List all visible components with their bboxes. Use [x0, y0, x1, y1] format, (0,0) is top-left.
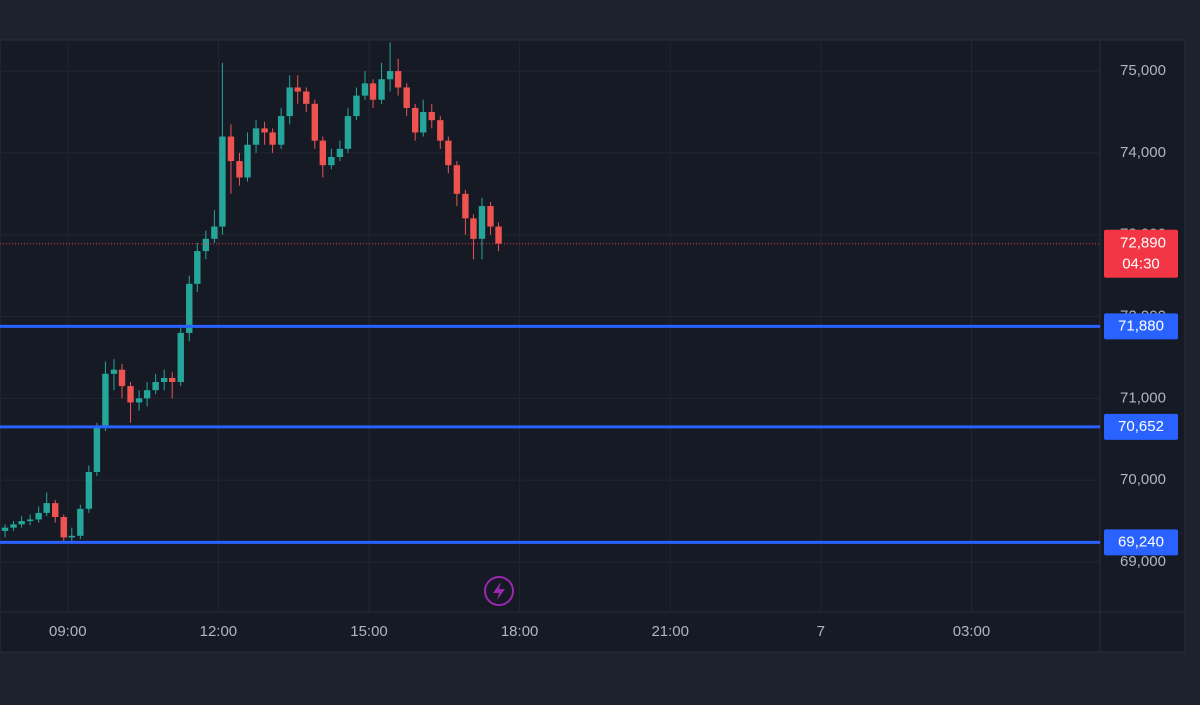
candle-body	[353, 95, 360, 117]
candle-body	[286, 87, 293, 117]
horizontal-line-box	[1104, 313, 1178, 340]
candle-body	[303, 91, 310, 104]
horizontal-line-label: 70,652	[1118, 418, 1164, 435]
candle-body	[102, 373, 109, 427]
y-tick-label: 74,000	[1120, 144, 1166, 161]
x-tick-label: 21:00	[651, 623, 689, 640]
candle-body	[68, 535, 75, 538]
candle-body	[361, 83, 369, 96]
horizontal-line-box	[1104, 413, 1178, 440]
candle-body	[386, 71, 394, 80]
event-icon[interactable]	[484, 576, 514, 606]
chart-panel	[0, 39, 1186, 653]
candle-body	[269, 132, 276, 145]
candle-body	[135, 398, 143, 403]
candle-body	[403, 87, 410, 108]
candle-body	[478, 206, 486, 239]
candle-body	[227, 136, 235, 162]
candle-body	[244, 144, 251, 178]
candle-body	[445, 140, 452, 166]
candle-body	[437, 120, 444, 141]
candle-body	[369, 83, 377, 100]
countdown-label: 04:30	[1122, 256, 1160, 273]
candle-body	[336, 148, 344, 157]
candle-body	[143, 390, 151, 399]
candle-body	[252, 128, 260, 145]
candle-body	[202, 238, 210, 252]
candle-body	[344, 116, 352, 149]
candle-body	[1, 527, 9, 531]
marks	[0, 42, 1100, 544]
candle-body	[127, 386, 134, 403]
candle-body	[311, 103, 318, 141]
candle-body	[470, 218, 477, 239]
candle-body	[52, 503, 59, 517]
x-tick-label: 12:00	[200, 623, 238, 640]
candle-body	[319, 140, 327, 166]
labels: 72,890 04:30 71,880 70,652 69,240	[1104, 229, 1178, 556]
candle-body	[378, 79, 385, 100]
candle-body	[219, 136, 226, 227]
y-tick-label: 69,000	[1120, 553, 1166, 570]
candle-body	[177, 332, 184, 382]
event-icon-bolt[interactable]	[493, 582, 505, 600]
candle-body	[160, 377, 168, 382]
event-icon-circle[interactable]	[484, 576, 514, 606]
horizontal-line-label: 71,880	[1118, 317, 1164, 334]
x-tick-label: 09:00	[49, 623, 87, 640]
candle-body	[18, 521, 25, 525]
candle-body	[85, 472, 93, 509]
candle-body	[411, 107, 419, 133]
candle-body	[186, 283, 193, 333]
y-tick-label: 70,000	[1120, 471, 1166, 488]
candle-body	[294, 87, 301, 92]
candle-body	[453, 165, 461, 194]
candle-body	[43, 503, 50, 513]
candle-body	[394, 71, 402, 88]
y-tick-label: 75,000	[1120, 62, 1166, 79]
candle-body	[428, 112, 435, 121]
y-tick-label: 71,000	[1120, 389, 1166, 406]
candle-body	[169, 377, 176, 382]
candle-body	[328, 157, 335, 166]
candle-body	[261, 128, 268, 133]
candle-body	[10, 524, 17, 528]
candle-body	[60, 517, 67, 538]
candle-body	[26, 519, 34, 522]
horizontal-line-label: 69,240	[1118, 533, 1164, 550]
candle-body	[194, 251, 201, 284]
x-tick-label: 18:00	[501, 623, 539, 640]
candle-body	[236, 161, 243, 178]
candle-body	[152, 382, 159, 391]
candle-body	[462, 193, 469, 219]
candle-body	[420, 112, 427, 133]
x-tick-label: 15:00	[350, 623, 388, 640]
candle-body	[110, 369, 118, 374]
candle-body	[35, 512, 42, 520]
x-tick-label: 7	[817, 623, 825, 640]
candle-body	[93, 427, 101, 472]
last-price-box	[1104, 229, 1178, 278]
candle-body	[118, 369, 126, 387]
last-price-label: 72,890	[1120, 235, 1166, 252]
candle-body	[77, 508, 84, 536]
x-tick-label: 03:00	[953, 623, 991, 640]
candle-body	[277, 116, 285, 145]
candle-body	[495, 226, 502, 244]
candle-body	[211, 226, 218, 239]
horizontal-line-box	[1104, 529, 1178, 556]
candle-body	[487, 206, 494, 227]
